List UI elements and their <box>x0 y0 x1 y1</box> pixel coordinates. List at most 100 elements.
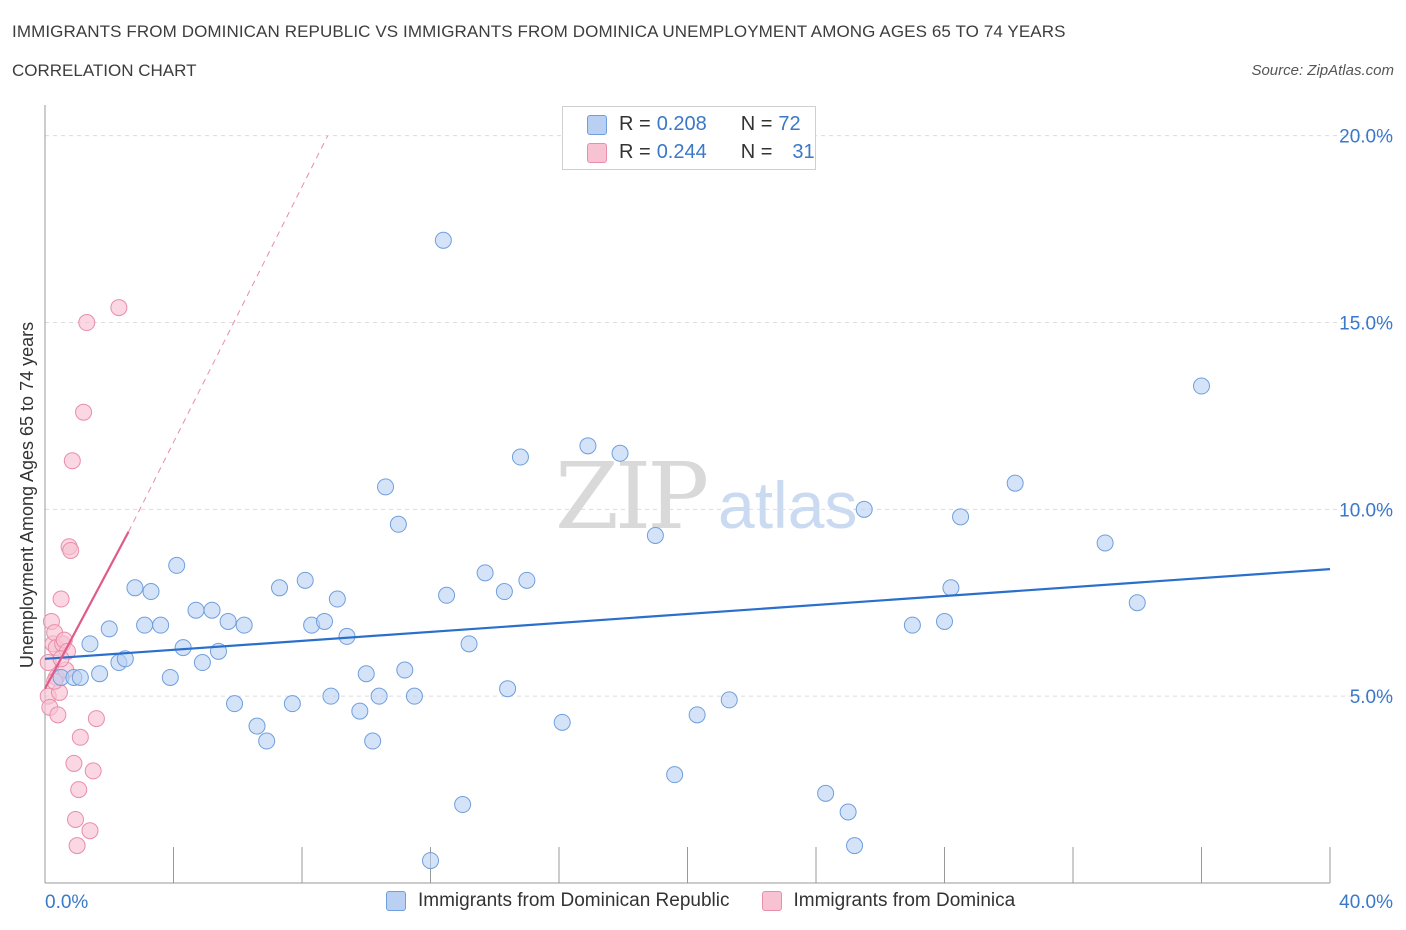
dominican-republic-point <box>720 691 738 709</box>
legend-item-dominica: Immigrants from Dominica <box>761 890 1016 912</box>
dominican-republic-point <box>666 766 684 784</box>
dominica-point <box>70 781 88 799</box>
legend-swatch-blue <box>587 114 607 135</box>
dominican-republic-point <box>688 706 706 724</box>
dominican-republic-point <box>846 837 864 855</box>
source-credit: Source: ZipAtlas.com <box>1251 62 1394 79</box>
dominican-republic-point <box>646 526 664 544</box>
y-tick-label: 5.0% <box>1350 687 1393 708</box>
dominica-point <box>52 590 70 608</box>
grid-lines <box>45 135 1392 697</box>
dominican-republic-point <box>936 612 953 630</box>
x-tick-label-min: 0.0% <box>45 892 88 913</box>
legend-r-label: R = <box>619 113 651 135</box>
dominican-republic-point <box>495 583 513 601</box>
dominican-republic-point <box>434 231 452 249</box>
chart-subtitle: CORRELATION CHART <box>12 61 197 80</box>
tick-labels: 5.0% 10.0% 15.0% 20.0% 0.0% 40.0% Unemployment… <box>17 127 1393 913</box>
dominican-republic-point <box>136 616 154 634</box>
dominican-republic-point <box>476 564 494 582</box>
dominica-point <box>78 314 96 332</box>
dominican-republic-point <box>187 601 205 619</box>
legend-n-label: N = <box>740 141 773 163</box>
dominican-republic-point <box>126 579 144 597</box>
dominican-republic-point <box>405 687 423 705</box>
dominica-point <box>84 762 102 780</box>
axes <box>44 105 1331 884</box>
dominican-republic-point <box>248 717 266 735</box>
legend-swatch-pink <box>761 891 782 911</box>
correlation-legend: R = 0.208 N = 72 R = 0.244 N = 31 <box>562 106 816 170</box>
dominican-republic-point <box>142 583 160 601</box>
legend-row-dominican-republic: R = 0.208 N = 72 <box>587 113 801 136</box>
y-tick-label: 20.0% <box>1339 127 1393 148</box>
dominica-point <box>67 810 85 828</box>
dominican-republic-point <box>903 616 921 634</box>
dominican-republic-point <box>328 590 346 608</box>
dominican-republic-point <box>942 579 960 597</box>
legend-n-label: N = <box>740 113 773 135</box>
dominican-republic-point <box>518 571 536 589</box>
dominican-republic-point <box>855 500 873 518</box>
dominican-republic-point <box>611 444 629 462</box>
legend-row-dominica: R = 0.244 N = 31 <box>587 141 815 164</box>
dominican-republic-point <box>553 713 571 731</box>
dominican-republic-point <box>499 680 517 698</box>
legend-label: Immigrants from Dominican Republic <box>418 890 730 911</box>
dominican-republic-point <box>100 620 118 638</box>
dominican-republic-point <box>454 796 472 814</box>
dominican-republic-point <box>174 639 192 657</box>
dominica-point <box>68 837 86 855</box>
dominica-point <box>81 822 99 840</box>
dominican-republic-point <box>193 654 211 672</box>
dominica-point <box>71 728 89 746</box>
y-tick-label: 15.0% <box>1339 314 1393 335</box>
dominican-republic-point <box>1128 594 1146 612</box>
watermark-zip: ZIP <box>555 443 706 550</box>
dominican-republic-point <box>351 702 369 720</box>
watermark-atlas: atlas <box>718 468 857 542</box>
dominican-republic-trend-line <box>44 568 1331 660</box>
legend-swatch-blue <box>386 891 406 911</box>
dominican-republic-points <box>52 231 1210 870</box>
legend-swatch-pink <box>587 142 607 163</box>
legend-n-value: 72 <box>778 113 801 135</box>
zipatlas-watermark: ZIP atlas <box>555 443 857 550</box>
dominican-republic-point <box>1006 474 1024 492</box>
dominica-point <box>75 403 93 421</box>
dominica-trend-extension <box>128 135 329 532</box>
dominican-republic-point <box>116 650 134 668</box>
dominican-republic-point <box>364 732 382 750</box>
legend-r-value: 0.244 <box>656 141 707 163</box>
dominica-point <box>87 710 105 728</box>
dominican-republic-point <box>511 448 529 466</box>
dominican-republic-point <box>226 695 244 713</box>
dominican-republic-point <box>396 661 414 679</box>
dominican-republic-point <box>203 601 221 619</box>
dominica-point <box>49 706 67 724</box>
dominican-republic-point <box>152 616 170 634</box>
dominican-republic-point <box>71 668 89 686</box>
dominica-point <box>65 754 83 772</box>
dominican-republic-point <box>370 687 388 705</box>
dominican-republic-point <box>168 556 186 574</box>
dominican-republic-point <box>817 784 835 802</box>
dominican-republic-point <box>438 586 456 604</box>
y-axis-label: Unemployment Among Ages 65 to 74 years <box>17 322 37 668</box>
dominica-trend-line <box>44 531 130 690</box>
dominican-republic-point <box>296 571 314 589</box>
trend-lines <box>44 135 1331 690</box>
dominica-point <box>62 541 80 559</box>
series-legend: Immigrants from Dominican Republic Immig… <box>386 890 1047 912</box>
dominican-republic-point <box>1193 377 1210 395</box>
x-tick-label-max: 40.0% <box>1339 892 1393 913</box>
legend-r-label: R = <box>619 141 651 163</box>
dominica-point <box>110 299 128 317</box>
legend-n-value: 31 <box>792 141 815 163</box>
y-tick-label: 10.0% <box>1339 500 1393 521</box>
legend-r-value: 0.208 <box>656 113 707 135</box>
chart-title: IMMIGRANTS FROM DOMINICAN REPUBLIC VS IM… <box>12 22 1066 41</box>
legend-label: Immigrants from Dominica <box>793 890 1016 911</box>
dominican-republic-point <box>258 732 276 750</box>
